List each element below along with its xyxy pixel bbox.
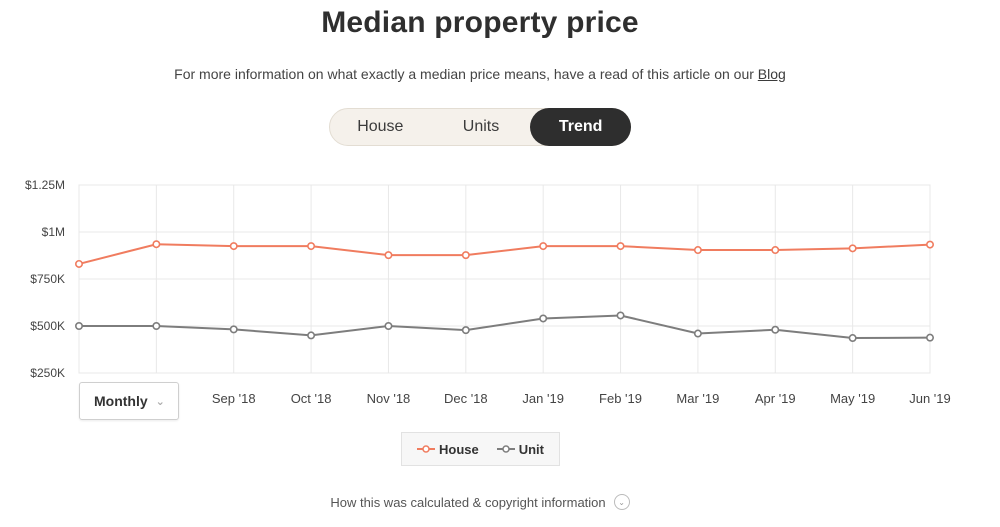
toggle-trend[interactable]: Trend	[530, 108, 632, 146]
house-line-icon	[416, 445, 435, 453]
data-point-unit	[771, 325, 780, 334]
data-point-unit	[152, 321, 161, 330]
data-point-house	[539, 242, 548, 251]
page-title: Median property price	[321, 6, 639, 39]
x-tick-label: May '19	[830, 391, 875, 406]
x-tick-label: Feb '19	[599, 391, 642, 406]
data-point-house	[616, 242, 625, 251]
toggle-house[interactable]: House	[357, 118, 404, 135]
copyright-footer[interactable]: How this was calculated & copyright info…	[0, 494, 960, 510]
data-point-house	[848, 244, 857, 253]
y-tick-label: $250K	[30, 366, 65, 380]
data-point-house	[307, 242, 316, 251]
legend-label-house: House	[438, 441, 479, 457]
data-point-unit	[848, 334, 857, 343]
blog-link[interactable]: Blog	[757, 66, 786, 82]
series-line-unit	[79, 314, 931, 340]
data-point-unit	[925, 333, 934, 342]
x-tick-label: Dec '18	[444, 391, 488, 406]
data-point-unit	[693, 329, 702, 338]
x-tick-label: Sep '18	[212, 391, 256, 406]
legend-item-house[interactable]: House	[416, 441, 479, 457]
subtitle-text: For more information on what exactly a m…	[174, 66, 754, 82]
data-point-house	[925, 240, 934, 249]
data-point-unit	[75, 321, 84, 330]
expand-chevron-icon[interactable]: ⌄	[613, 494, 630, 510]
y-tick-label: $1.25M	[25, 178, 65, 192]
x-tick-label: Nov '18	[367, 391, 411, 406]
period-dropdown-value: Monthly	[94, 393, 148, 409]
data-point-house	[384, 251, 393, 260]
x-tick-label: Oct '18	[291, 391, 332, 406]
data-point-unit	[539, 314, 548, 323]
legend-item-unit[interactable]: Unit	[496, 441, 544, 457]
data-point-house	[461, 251, 470, 260]
y-tick-label: $1M	[42, 225, 65, 239]
data-point-house	[152, 240, 161, 249]
y-tick-label: $500K	[30, 319, 65, 333]
data-point-unit	[616, 311, 625, 320]
period-dropdown[interactable]: Monthly ⌄	[79, 382, 179, 420]
y-tick-label: $750K	[30, 272, 65, 286]
x-tick-label: Jun '19	[909, 391, 951, 406]
chart-legend: House Unit	[401, 432, 560, 466]
x-tick-label: Jan '19	[522, 391, 564, 406]
series-line-house	[78, 243, 931, 265]
legend-label-unit: Unit	[518, 441, 544, 457]
chevron-down-icon: ⌄	[155, 395, 165, 408]
unit-line-icon	[496, 445, 515, 453]
data-point-unit	[307, 331, 316, 340]
data-point-house	[693, 246, 702, 255]
data-point-unit	[229, 325, 238, 334]
x-tick-label: Mar '19	[676, 391, 719, 406]
data-point-unit	[461, 326, 470, 335]
footer-text: How this was calculated & copyright info…	[330, 494, 606, 510]
data-point-house	[75, 259, 84, 268]
data-point-house	[771, 246, 780, 255]
x-tick-label: Apr '19	[755, 391, 796, 406]
data-point-house	[229, 242, 238, 251]
subtitle: For more information on what exactly a m…	[0, 66, 960, 82]
property-type-toggle: House Units Trend	[329, 108, 632, 146]
toggle-units[interactable]: Units	[462, 118, 500, 135]
data-point-unit	[384, 321, 393, 330]
